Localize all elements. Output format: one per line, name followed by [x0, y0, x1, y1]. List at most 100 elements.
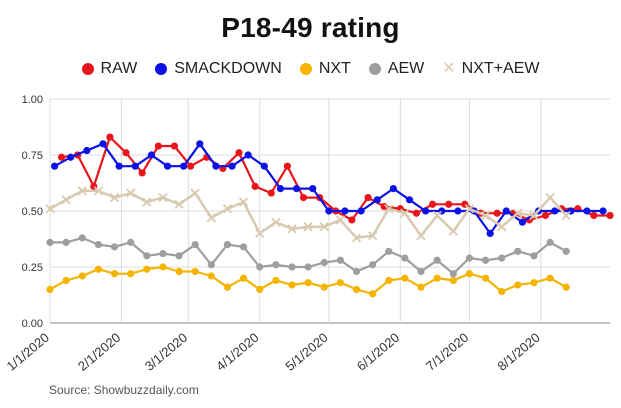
data-point [186, 162, 195, 170]
data-point [417, 267, 425, 276]
data-point [335, 215, 346, 225]
data-point [207, 272, 215, 280]
data-point [529, 210, 539, 221]
data-point-stroke [384, 204, 394, 214]
chart-title: P18-49 rating [221, 12, 400, 43]
data-point-stroke [545, 192, 555, 203]
data-point [599, 207, 607, 215]
data-point-stroke [61, 195, 71, 205]
data-point [336, 256, 344, 264]
data-point [498, 288, 506, 296]
data-point [256, 285, 264, 293]
data-point-stroke [126, 188, 136, 198]
legend-dot-marker [368, 63, 381, 75]
data-point [385, 276, 393, 285]
data-point-stroke [287, 224, 297, 234]
data-point [142, 197, 152, 207]
legend-label: AEW [387, 60, 425, 77]
data-point [292, 185, 301, 193]
data-point [367, 231, 378, 241]
data-point [78, 272, 86, 280]
data-point [251, 182, 259, 190]
data-point [283, 162, 291, 170]
data-point-stroke [432, 210, 442, 221]
data-point [163, 162, 172, 170]
data-point [465, 270, 474, 278]
legend-item: SMACKDOWN [155, 60, 282, 78]
data-point [288, 281, 296, 289]
data-point [57, 153, 66, 161]
data-point [115, 162, 123, 170]
data-point [45, 204, 55, 214]
data-point [191, 241, 199, 249]
data-point [127, 270, 135, 278]
data-point [481, 274, 490, 282]
data-point [412, 209, 421, 217]
data-point [351, 233, 362, 243]
data-point-stroke [335, 215, 346, 225]
data-point [513, 208, 523, 218]
data-point [319, 222, 329, 232]
data-point [62, 238, 70, 246]
data-point-stroke [464, 204, 475, 214]
data-point [147, 151, 155, 159]
legend-item: RAW [81, 60, 137, 78]
data-point [336, 279, 344, 287]
data-point [320, 283, 328, 291]
data-point [400, 208, 410, 218]
x-tick-label: 5/1/2020 [282, 330, 330, 374]
data-point-stroke [190, 188, 200, 198]
data-point [422, 207, 430, 215]
data-point [244, 151, 252, 159]
data-point [255, 228, 265, 239]
data-point [309, 185, 317, 193]
data-point-stroke [271, 217, 281, 227]
data-point [502, 207, 510, 215]
data-point [143, 252, 151, 260]
data-point [498, 254, 506, 262]
data-point [432, 210, 442, 221]
data-point [62, 276, 70, 285]
data-point [83, 146, 91, 155]
data-point [428, 200, 437, 208]
data-point [545, 192, 555, 203]
data-point [357, 207, 365, 215]
data-point-stroke [448, 226, 458, 236]
data-point [175, 267, 183, 276]
data-point [481, 256, 490, 264]
data-point-stroke [255, 228, 265, 239]
data-point [99, 140, 107, 148]
data-point-stroke [174, 199, 184, 209]
data-point [272, 261, 280, 269]
data-point [341, 207, 349, 215]
data-point-stroke [529, 210, 539, 221]
data-point [352, 267, 361, 276]
data-point [562, 283, 570, 291]
data-point [106, 133, 114, 141]
data-point [109, 192, 120, 203]
data-point [180, 162, 188, 170]
data-point [590, 211, 598, 220]
x-tick-label: 6/1/2020 [354, 330, 402, 374]
data-point [464, 204, 475, 214]
data-point [126, 188, 136, 198]
data-point [260, 162, 268, 170]
data-point [417, 283, 425, 291]
data-point [303, 222, 313, 232]
data-point [562, 247, 570, 255]
data-point-stroke [416, 231, 426, 241]
data-point [228, 162, 236, 170]
data-point [583, 207, 591, 215]
data-point [449, 270, 457, 278]
legend-item: ✕ NXT+AEW [442, 60, 539, 78]
data-point [159, 249, 167, 258]
x-tick-label: 8/1/2020 [494, 330, 542, 374]
data-point [288, 263, 296, 271]
data-point-stroke [497, 222, 507, 232]
data-point [77, 186, 87, 196]
x-tick-label: 4/1/2020 [213, 330, 261, 374]
data-point [497, 222, 507, 232]
data-point [110, 270, 119, 278]
data-point [143, 265, 151, 273]
data-point [206, 213, 216, 223]
